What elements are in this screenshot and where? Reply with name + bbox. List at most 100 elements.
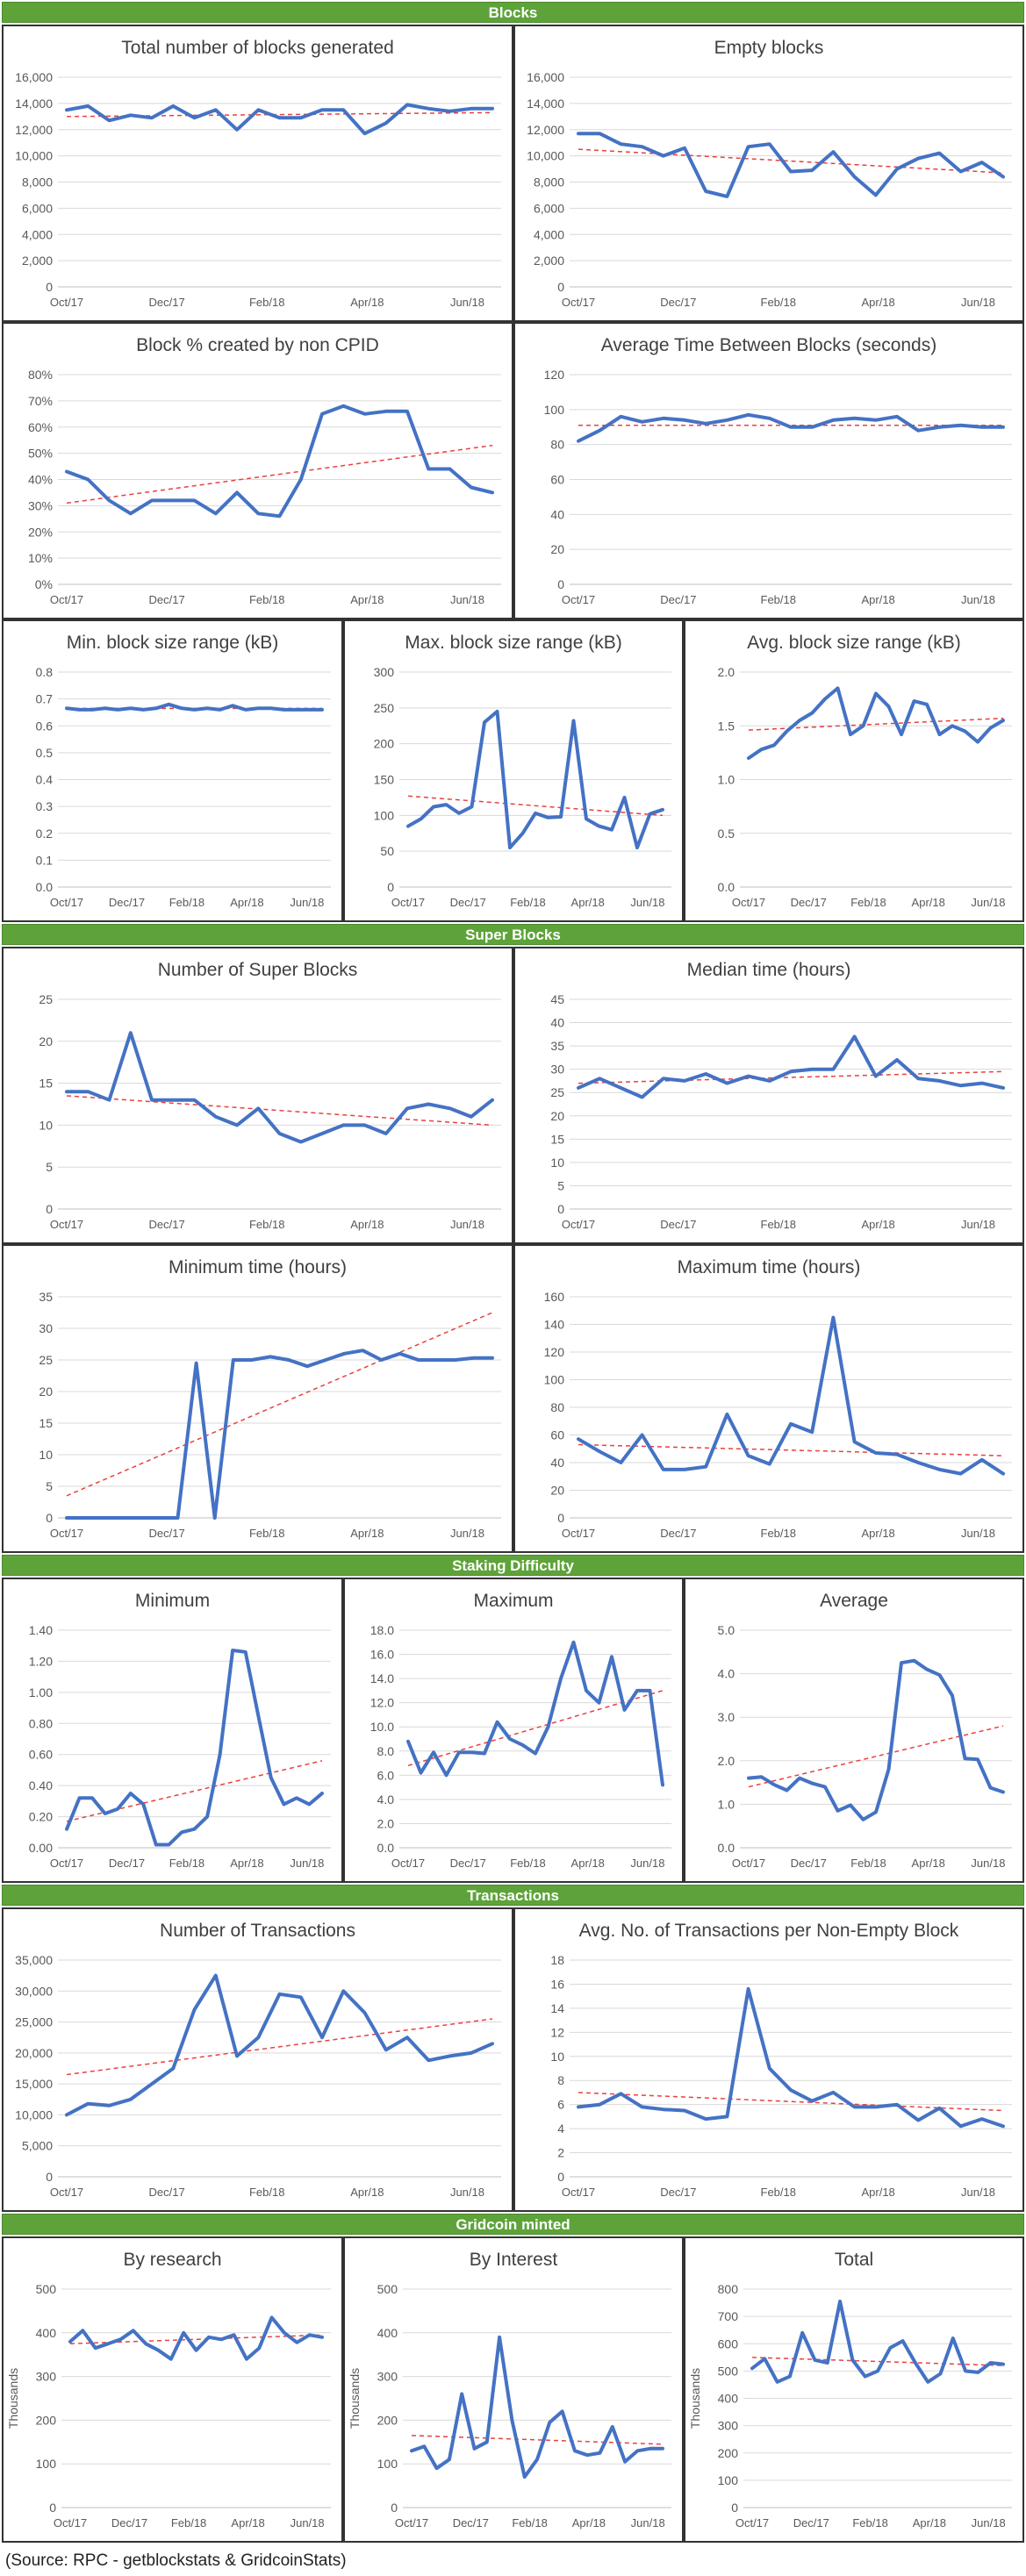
y-tick-label: 2,000 [534, 254, 564, 268]
y-tick-label: 0 [557, 577, 564, 591]
data-point [244, 708, 247, 712]
data-point [193, 499, 196, 502]
data-point [432, 805, 435, 808]
data-point [257, 1107, 260, 1110]
y-tick-label: 16,000 [15, 70, 53, 84]
x-tick-label: Dec/17 [791, 1857, 827, 1870]
y-tick-label: 0.0 [718, 1841, 735, 1855]
y-tick-label: 16,000 [527, 70, 564, 84]
data-point [445, 803, 448, 806]
data-point [599, 2451, 601, 2454]
data-point [1001, 719, 1005, 722]
y-tick-label: 120 [544, 1345, 565, 1359]
data-point [278, 515, 281, 518]
y-tick-label: 0.0 [377, 1841, 395, 1855]
y-tick-label: 18 [550, 1953, 564, 1967]
data-point [917, 429, 920, 432]
chart-svg-avg-time: Average Time Between Blocks (seconds) 0 20… [544, 335, 1012, 606]
data-point [938, 1468, 941, 1471]
data-point [823, 1785, 827, 1788]
data-point [750, 2367, 754, 2370]
y-tick-label: 5,000 [22, 2139, 53, 2153]
data-point [68, 2340, 72, 2343]
series-line [747, 1658, 1005, 1821]
data-point [577, 1086, 580, 1090]
x-tick-label: Apr/18 [861, 1218, 894, 1231]
y-tick-label: 60% [28, 420, 53, 434]
data-point [623, 796, 626, 799]
y-tick-label: 40 [550, 1016, 564, 1030]
y-tick-label: 250 [374, 701, 395, 715]
x-tick-label: Oct/17 [50, 1218, 83, 1231]
data-point [195, 1362, 197, 1364]
panel-super-blocks: Number of Super Blocks 0 5 10 15 20 25 Oct/17 De… [2, 947, 513, 1244]
data-point [577, 2106, 580, 2108]
data-point [662, 1468, 664, 1471]
panel-difficulty-min: Minimum 0.00 0.20 0.40 0.60 0.80 1.00 1.20 1.40 O… [2, 1578, 343, 1883]
data-point [172, 2067, 175, 2070]
y-tick-label: 400 [36, 2326, 57, 2340]
y-tick-label: 200 [374, 737, 395, 751]
y-tick-label: 35 [39, 1290, 53, 1304]
data-point [917, 1077, 920, 1080]
data-point [823, 698, 827, 700]
data-point [320, 1792, 324, 1795]
chart-title: Average Time Between Blocks (seconds) [601, 335, 936, 355]
y-tick-label: 0 [557, 1202, 564, 1216]
y-tick-label: 30% [28, 498, 53, 512]
data-point [889, 2346, 892, 2350]
data-point [470, 486, 472, 489]
trend-line [411, 2435, 664, 2445]
y-tick-label: 0.7 [36, 692, 54, 706]
y-tick-label: 4,000 [534, 227, 564, 241]
data-point [662, 154, 664, 157]
x-tick-label: Feb/18 [761, 593, 796, 606]
y-tick-label: 6,000 [534, 201, 564, 215]
data-point [635, 846, 639, 849]
data-point [150, 1098, 154, 1101]
chart-title: Max. block size range (kB) [405, 633, 621, 653]
chart-svg-max-block-size: Max. block size range (kB) 0 50 100 150 200 25… [374, 633, 671, 909]
x-tick-label: Apr/18 [861, 296, 894, 309]
y-tick-label: 0.5 [718, 826, 735, 841]
series-line [65, 404, 494, 519]
data-point [641, 2106, 643, 2108]
data-point [832, 1316, 835, 1319]
x-tick-label: Oct/17 [562, 1218, 595, 1231]
x-tick-label: Jun/18 [961, 2186, 995, 2199]
data-point [662, 1077, 664, 1080]
data-point [299, 478, 302, 481]
data-point [913, 699, 915, 703]
chart-title: Minimum time (hours) [169, 1257, 347, 1277]
data-point [811, 168, 814, 172]
data-point [102, 1516, 105, 1520]
y-tick-label: 50% [28, 447, 53, 461]
chart-svg-min-block-size: Min. block size range (kB) 0.0 0.1 0.2 0.3 0.… [36, 633, 331, 909]
data-point [683, 2109, 686, 2112]
data-point [448, 468, 451, 470]
data-point [83, 1516, 87, 1520]
data-point [832, 2091, 835, 2094]
y-axis-label: Thousands [688, 2368, 702, 2429]
x-tick-label: Apr/18 [861, 2186, 894, 2199]
panel-non-cpid: Block % created by non CPID 0% 10% 20% 30% 40… [2, 322, 513, 619]
data-point [776, 2380, 778, 2384]
data-point [798, 1777, 801, 1779]
x-tick-label: Feb/18 [169, 1857, 204, 1870]
chart-title: Avg. No. of Transactions per Non-Empty B… [579, 1921, 959, 1941]
x-tick-label: Feb/18 [850, 1857, 886, 1870]
y-tick-label: 400 [377, 2326, 398, 2340]
data-point [219, 708, 221, 712]
y-tick-label: 40 [550, 507, 564, 521]
data-point [747, 1454, 750, 1457]
data-point [269, 1777, 272, 1779]
data-point [432, 1750, 435, 1754]
y-tick-label: 10,000 [527, 149, 564, 163]
data-point [108, 1098, 111, 1101]
data-point [789, 170, 793, 173]
y-tick-label: 15 [550, 1132, 564, 1146]
data-point [406, 1740, 410, 1742]
data-point [705, 422, 707, 425]
data-point [864, 2375, 866, 2378]
data-point [917, 1461, 920, 1464]
